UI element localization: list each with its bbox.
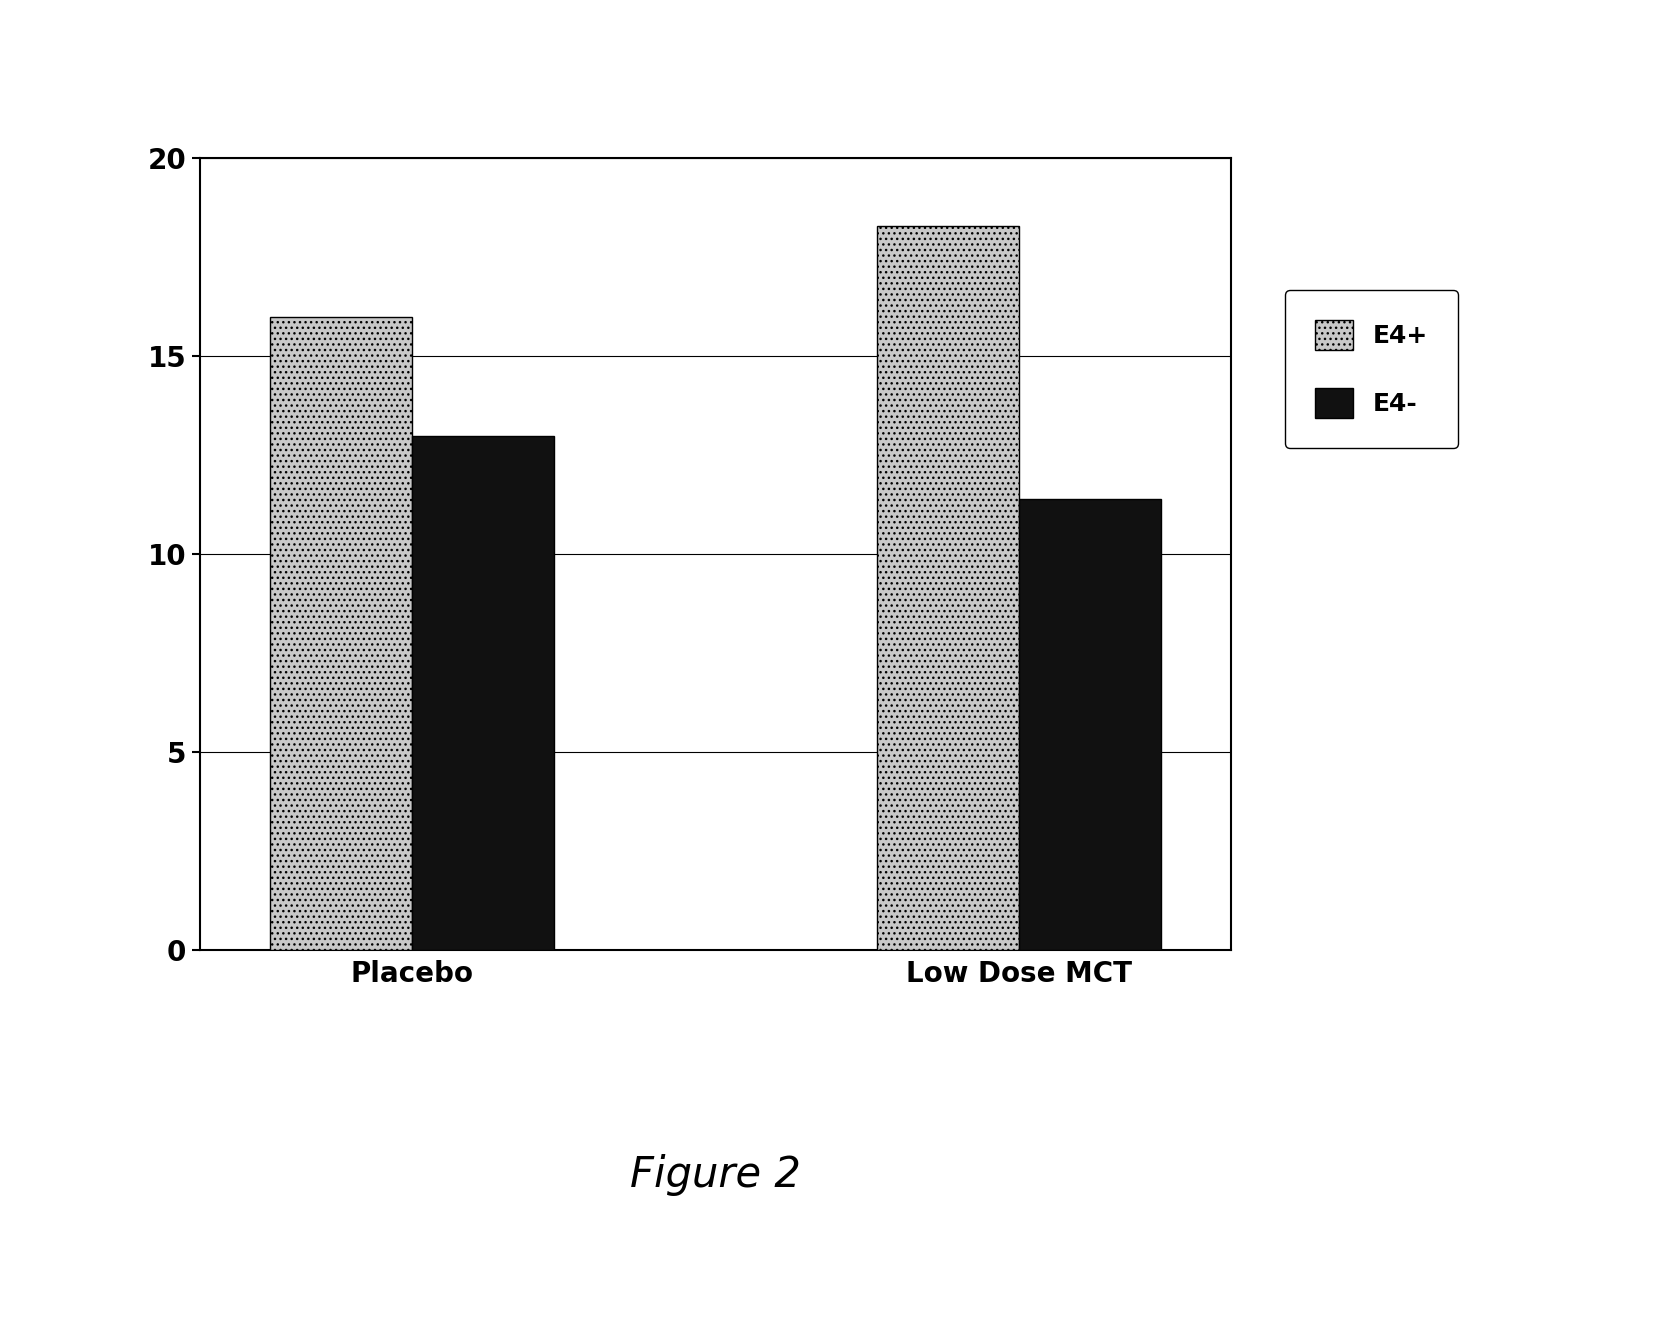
- Legend: E4+, E4-: E4+, E4-: [1285, 289, 1458, 449]
- Bar: [413, 436, 554, 950]
- Bar: [1018, 499, 1160, 950]
- Bar: [271, 317, 413, 950]
- Text: Figure 2: Figure 2: [631, 1154, 800, 1196]
- Bar: [877, 226, 1018, 950]
